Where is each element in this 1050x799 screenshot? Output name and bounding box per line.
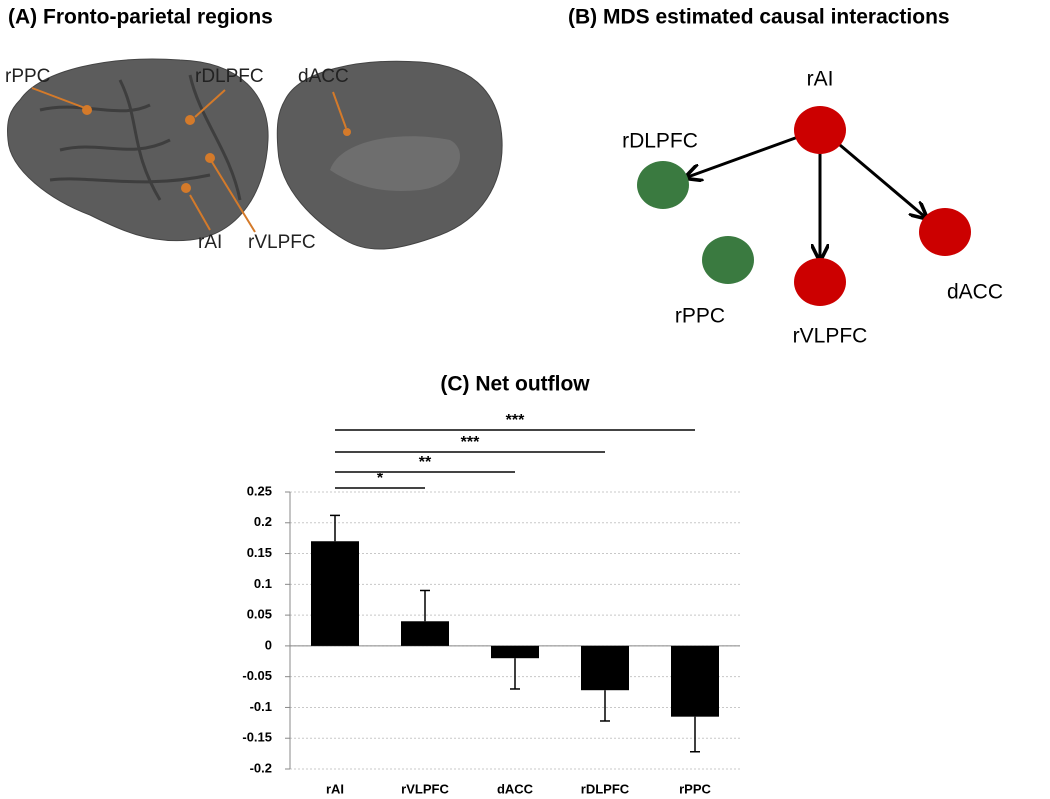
node — [919, 208, 971, 256]
x-tick-label: rVLPFC — [401, 781, 449, 796]
bar — [311, 541, 359, 646]
y-tick-label: 0.15 — [247, 545, 272, 560]
node — [702, 236, 754, 284]
node — [794, 106, 846, 154]
node — [637, 161, 689, 209]
significance-label: ** — [419, 454, 432, 471]
bar — [581, 645, 629, 691]
region-label: dACC — [298, 66, 349, 87]
node-label: rDLPFC — [622, 130, 698, 153]
error-bar — [690, 716, 700, 753]
edge-arrow — [837, 142, 927, 218]
edge-arrow — [686, 135, 798, 177]
causal-graph: rAI rDLPFC dACC rVLPFC rPPC — [622, 68, 1003, 348]
node-label: rPPC — [675, 305, 725, 328]
region-label: rDLPFC — [195, 66, 264, 87]
error-bar — [330, 514, 340, 542]
bar — [671, 645, 719, 717]
panel-a-title: (A) Fronto-parietal regions — [8, 6, 273, 29]
significance-label: * — [377, 470, 384, 487]
significance-label: *** — [461, 434, 480, 451]
bar-chart: (C) Net outflow -0.2 -0.15 -0.1 -0.05 0 0.05 0.… — [242, 373, 740, 796]
y-tick-label: -0.2 — [250, 760, 272, 775]
chart-title: (C) Net outflow — [440, 373, 590, 396]
node-label: rVLPFC — [793, 325, 868, 348]
error-bar — [420, 589, 430, 622]
y-tick-label: 0 — [265, 637, 272, 652]
x-tick-label: dACC — [497, 781, 534, 796]
region-label: rPPC — [5, 66, 50, 87]
y-tick-label: -0.05 — [242, 668, 272, 683]
region-label: rVLPFC — [248, 232, 316, 253]
panel-b-title: (B) MDS estimated causal interactions — [568, 6, 950, 29]
y-tick-label: 0.1 — [254, 576, 272, 591]
bar — [401, 621, 449, 646]
y-tick-label: 0.2 — [254, 514, 272, 529]
x-tick-label: rDLPFC — [581, 781, 630, 796]
significance-label: *** — [506, 412, 525, 429]
node — [794, 258, 846, 306]
node-label: rAI — [807, 68, 834, 91]
y-tick-label: -0.15 — [242, 730, 272, 745]
brain-images — [7, 58, 503, 250]
region-label: rAI — [198, 232, 222, 253]
bar — [491, 645, 539, 659]
x-tick-label: rPPC — [679, 781, 711, 796]
y-tick-label: 0.05 — [247, 607, 272, 622]
error-bar — [510, 658, 520, 690]
y-tick-label: 0.25 — [247, 483, 272, 498]
node-label: dACC — [947, 281, 1003, 304]
y-tick-label: -0.1 — [250, 699, 272, 714]
x-tick-label: rAI — [326, 781, 344, 796]
error-bar — [600, 690, 610, 722]
